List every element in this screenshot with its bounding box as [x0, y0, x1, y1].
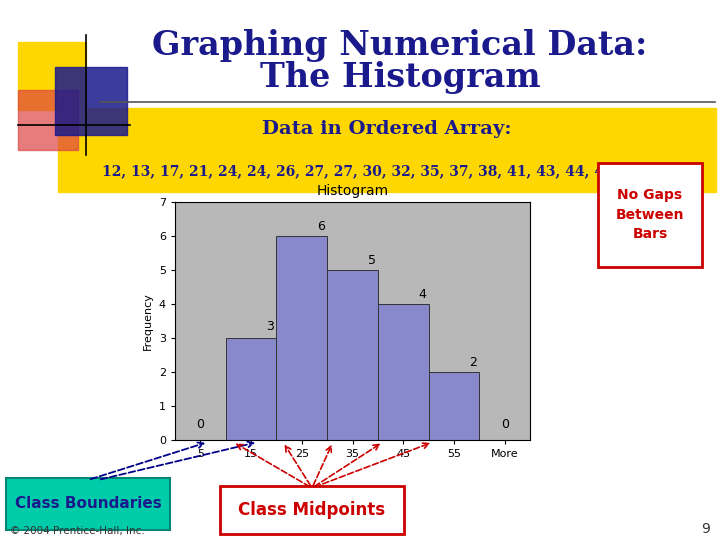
Text: 6: 6 [317, 220, 325, 233]
Bar [55, 67, 127, 135]
Text: © 2004 Prentice-Hall, Inc.: © 2004 Prentice-Hall, Inc. [10, 526, 145, 536]
Y-axis label: Frequency: Frequency [143, 292, 153, 350]
Text: 5: 5 [368, 254, 376, 267]
Bar [225, 338, 276, 440]
Text: 9: 9 [701, 522, 710, 536]
Text: The Histogram: The Histogram [260, 62, 540, 94]
Text: Class Boundaries: Class Boundaries [14, 496, 161, 511]
Text: 0: 0 [500, 418, 508, 431]
Bar [58, 150, 716, 192]
FancyBboxPatch shape [220, 486, 404, 534]
Bar [378, 304, 428, 440]
Title: Histogram: Histogram [316, 184, 389, 198]
Text: Data in Ordered Array:: Data in Ordered Array: [262, 120, 512, 138]
Text: Graphing Numerical Data:: Graphing Numerical Data: [153, 29, 648, 62]
FancyBboxPatch shape [598, 163, 702, 267]
Text: 0: 0 [197, 418, 204, 431]
FancyBboxPatch shape [6, 478, 170, 530]
Text: 4: 4 [418, 288, 426, 301]
Text: Class Midpoints: Class Midpoints [238, 501, 386, 519]
Bar [18, 90, 78, 150]
Bar [18, 42, 86, 110]
Text: 2: 2 [469, 356, 477, 369]
Text: 12, 13, 17, 21, 24, 24, 26, 27, 27, 30, 32, 35, 37, 38, 41, 43, 44, 46, 53, 58: 12, 13, 17, 21, 24, 24, 26, 27, 27, 30, … [102, 164, 672, 178]
Bar [276, 236, 327, 440]
Text: No Gaps
Between
Bars: No Gaps Between Bars [616, 188, 684, 241]
Bar [327, 270, 378, 440]
Bar [58, 108, 716, 150]
Bar [428, 372, 480, 440]
Text: 3: 3 [266, 320, 274, 333]
